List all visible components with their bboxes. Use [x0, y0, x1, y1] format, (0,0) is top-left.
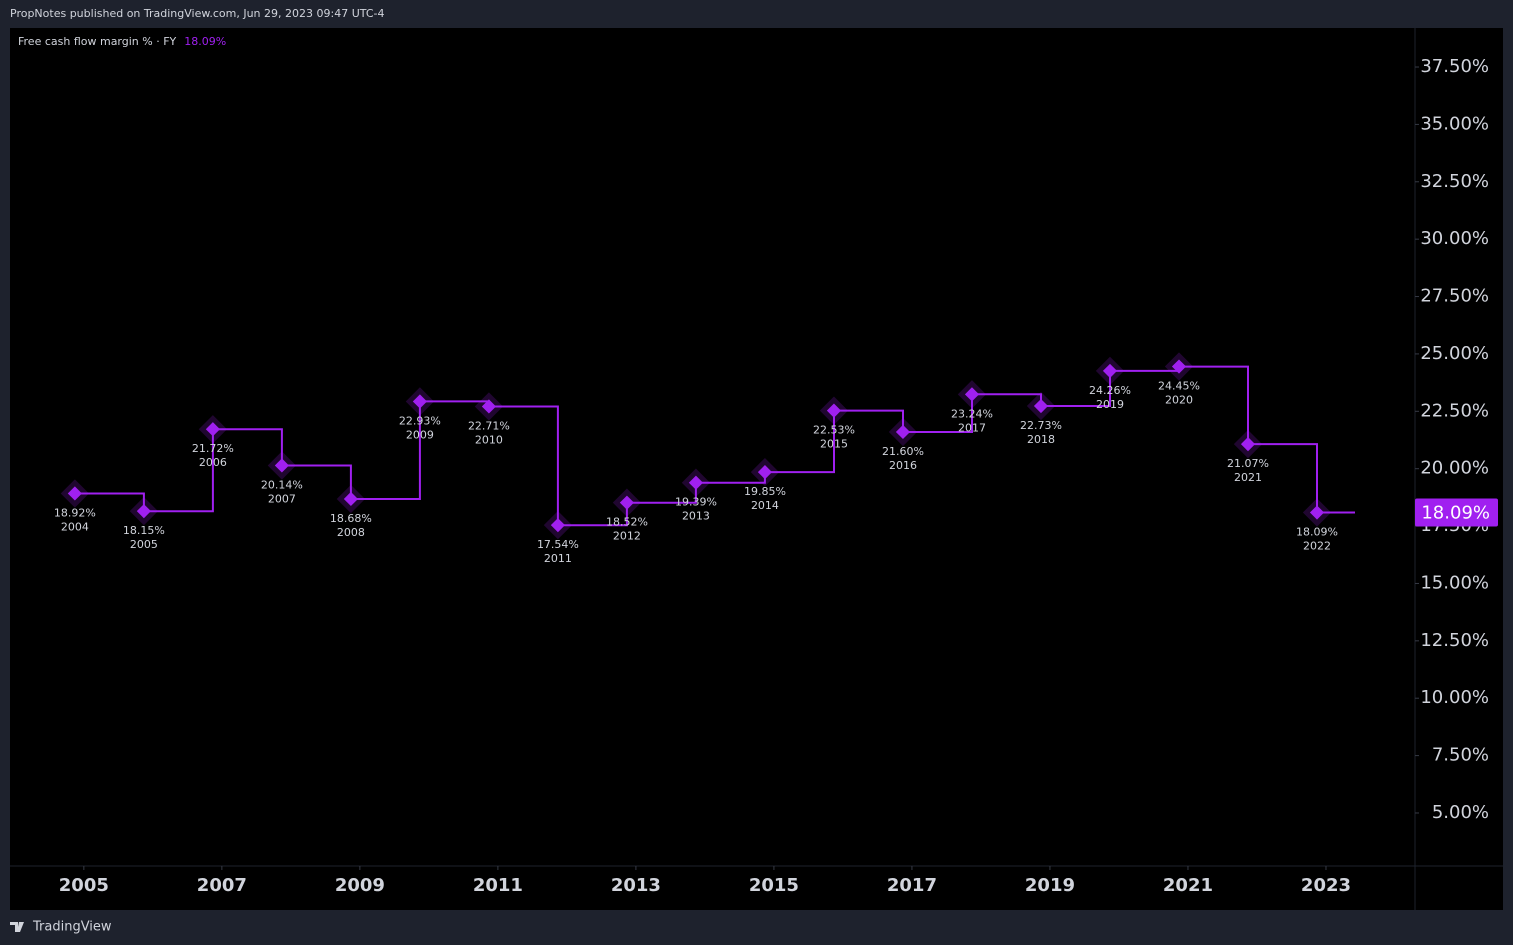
year-label: 2004	[61, 520, 89, 533]
y-tick-label: 30.00%	[1420, 228, 1489, 249]
value-label: 20.14%	[261, 478, 303, 491]
year-label: 2014	[751, 499, 779, 512]
x-tick-label: 2015	[749, 875, 799, 896]
value-label: 22.73%	[1020, 419, 1062, 432]
y-tick-label: 15.00%	[1420, 572, 1489, 593]
year-label: 2012	[613, 530, 641, 543]
point	[550, 518, 565, 533]
point	[67, 486, 82, 501]
year-label: 2021	[1234, 471, 1262, 484]
year-label: 2020	[1165, 394, 1193, 407]
year-label: 2016	[889, 459, 917, 472]
year-label: 2005	[130, 538, 158, 551]
x-tick-label: 2019	[1025, 875, 1075, 896]
point	[412, 394, 427, 409]
y-tick-label: 22.50%	[1420, 400, 1489, 421]
x-tick-label: 2013	[611, 875, 661, 896]
year-label: 2018	[1027, 433, 1055, 446]
value-label: 18.09%	[1296, 526, 1338, 539]
value-label: 21.07%	[1227, 457, 1269, 470]
published-note: PropNotes published on TradingView.com, …	[10, 7, 384, 20]
point	[1309, 505, 1325, 520]
value-label: 24.26%	[1089, 384, 1131, 397]
value-label: 19.85%	[744, 485, 786, 498]
y-tick-label: 20.00%	[1420, 458, 1489, 479]
year-label: 2013	[682, 510, 710, 523]
value-label: 17.54%	[537, 538, 579, 551]
point	[1033, 398, 1049, 414]
point	[895, 424, 911, 440]
y-tick-label: 5.00%	[1432, 802, 1489, 823]
y-tick-label: 7.50%	[1432, 745, 1489, 766]
x-tick-label: 2007	[197, 875, 247, 896]
point	[688, 475, 704, 490]
year-label: 2010	[475, 433, 503, 446]
point	[343, 491, 358, 507]
y-tick-label: 25.00%	[1420, 343, 1489, 364]
point	[274, 458, 289, 473]
value-label: 18.15%	[123, 524, 165, 537]
value-label: 23.24%	[951, 407, 993, 420]
y-tick-label: 27.50%	[1420, 286, 1489, 307]
year-label: 2009	[406, 428, 434, 441]
last-value-label: 18.09%	[1421, 503, 1490, 524]
point	[1171, 359, 1187, 374]
year-label: 2017	[958, 421, 986, 434]
x-tick-label: 2009	[335, 875, 385, 896]
point	[1240, 437, 1256, 452]
step-line	[74, 365, 1355, 527]
value-label: 18.52%	[606, 516, 648, 529]
value-label: 18.92%	[54, 506, 96, 519]
x-tick-label: 2005	[59, 875, 109, 896]
year-label: 2015	[820, 438, 848, 451]
year-label: 2007	[268, 492, 296, 505]
logo	[10, 922, 24, 932]
value-label: 21.72%	[192, 442, 234, 455]
brand: TradingView	[32, 920, 112, 935]
point	[619, 495, 635, 510]
year-label: 2019	[1096, 398, 1124, 411]
footer: TradingView	[10, 920, 112, 935]
y-tick-label: 10.00%	[1420, 687, 1489, 708]
point	[481, 399, 496, 414]
legend-value: 18.09%	[184, 35, 226, 48]
year-label: 2011	[544, 552, 572, 565]
y-tick-label: 12.50%	[1420, 630, 1489, 651]
legend-title: Free cash flow margin % · FY	[18, 35, 177, 48]
legend: Free cash flow margin % · FY 18.09%	[18, 35, 226, 48]
y-tick-label: 37.50%	[1420, 56, 1489, 77]
point	[205, 422, 220, 437]
year-label: 2008	[337, 526, 365, 539]
point	[1102, 363, 1118, 378]
value-label: 24.45%	[1158, 380, 1200, 393]
year-label: 2006	[199, 456, 227, 469]
point	[964, 387, 980, 402]
value-label: 18.68%	[330, 512, 372, 525]
y-tick-label: 35.00%	[1420, 113, 1489, 134]
chart-area	[10, 28, 1503, 910]
x-tick-label: 2021	[1163, 875, 1213, 896]
value-label: 22.71%	[468, 419, 510, 432]
x-tick-label: 2011	[473, 875, 523, 896]
point	[757, 465, 773, 480]
point	[826, 403, 842, 418]
y-tick-label: 32.50%	[1420, 171, 1489, 192]
value-label: 22.93%	[399, 414, 441, 427]
value-label: 22.53%	[813, 424, 855, 437]
last-value-badge	[1415, 498, 1498, 527]
x-tick-label: 2023	[1301, 875, 1351, 896]
value-label: 19.39%	[675, 496, 717, 509]
value-label: 21.60%	[882, 445, 924, 458]
x-tick-label: 2017	[887, 875, 937, 896]
year-label: 2022	[1303, 540, 1331, 553]
